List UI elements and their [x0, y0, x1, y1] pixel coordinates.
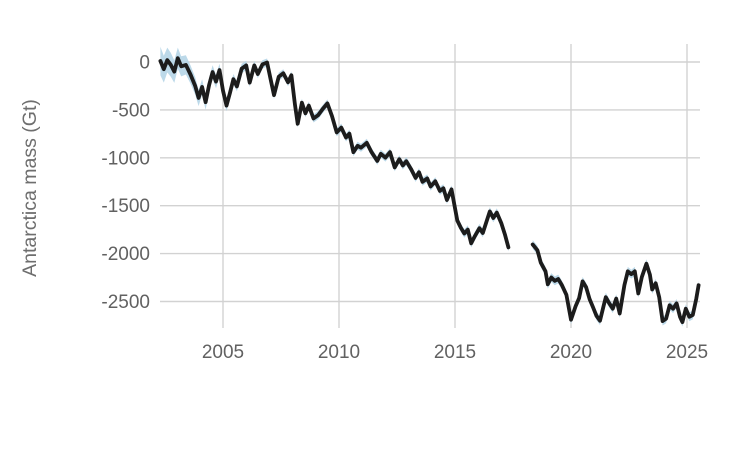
y-tick-label: -1000	[101, 148, 150, 169]
x-tick-labels: 2005 2010 2015 2020 2025	[202, 342, 708, 363]
gridlines	[160, 44, 700, 328]
y-axis-label: Antarctica mass (Gt)	[19, 99, 41, 277]
mass-line-segment	[530, 242, 701, 324]
mass-line-segment	[158, 56, 511, 250]
y-tick-label: -500	[112, 100, 150, 121]
mass-line	[158, 56, 701, 324]
x-tick-label: 2025	[666, 342, 708, 363]
x-tick-label: 2010	[318, 342, 360, 363]
x-tick-label: 2015	[434, 342, 476, 363]
x-tick-label: 2005	[202, 342, 244, 363]
x-tick-label: 2020	[550, 342, 592, 363]
y-tick-label: -2000	[101, 244, 150, 265]
y-tick-label: 0	[139, 53, 150, 74]
y-tick-label: -2500	[101, 292, 150, 313]
y-tick-labels: 0 -500 -1000 -1500 -2000 -2500	[101, 53, 150, 314]
y-tick-label: -1500	[101, 196, 150, 217]
